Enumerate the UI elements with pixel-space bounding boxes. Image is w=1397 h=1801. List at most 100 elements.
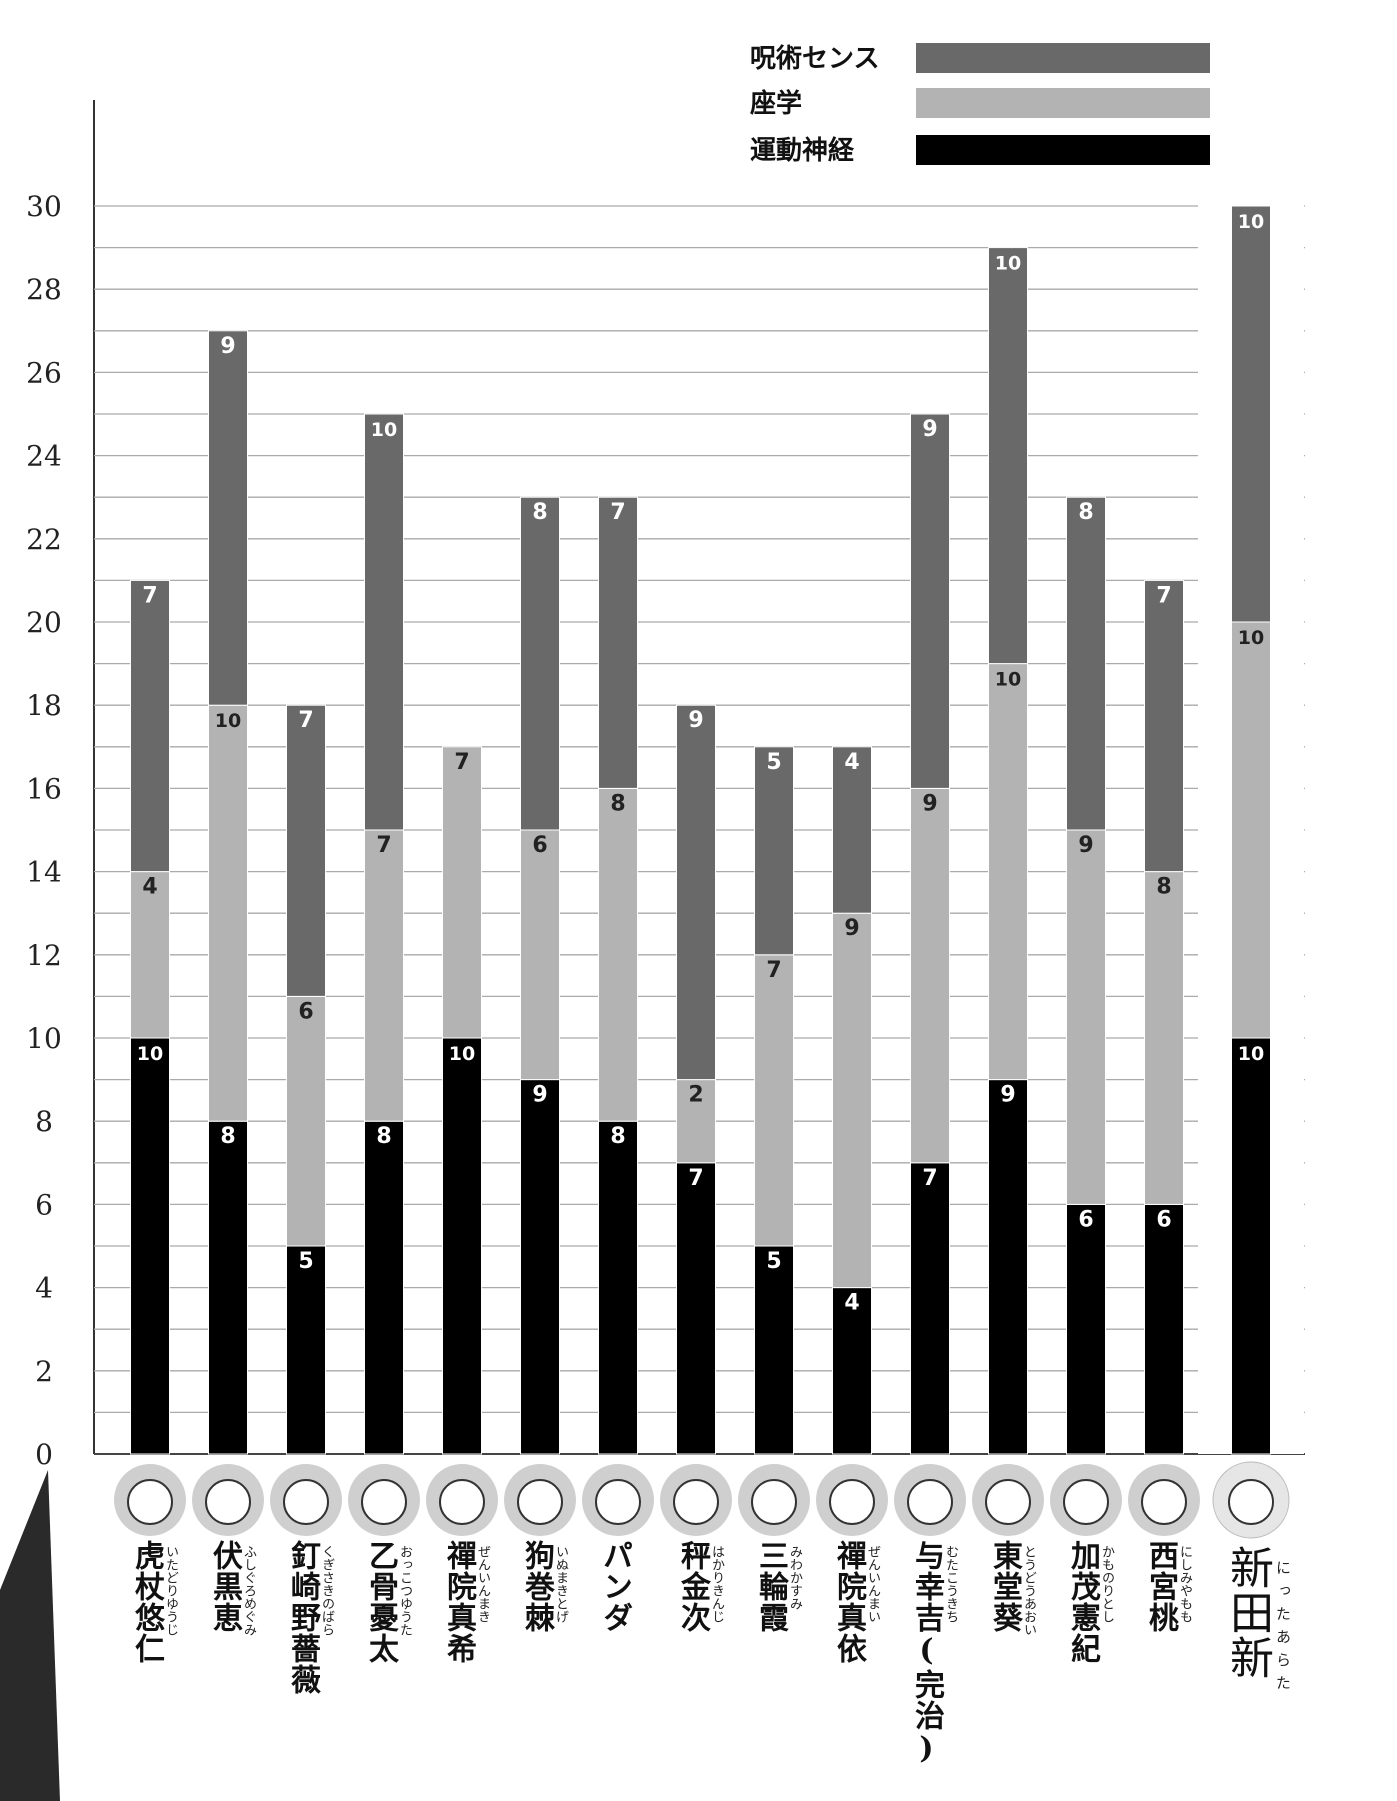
bar-segment [520, 496, 560, 831]
bar-segment [208, 704, 248, 1122]
y-tick-label: 6 [35, 1188, 53, 1221]
legend-label: 呪術センス [750, 44, 879, 74]
bar-segment [130, 1037, 170, 1455]
category-reading: とうどうあおい [1021, 1545, 1036, 1636]
category-reading: にったあらた [1274, 1560, 1292, 1698]
bar-value-label: 7 [688, 1166, 703, 1191]
bar-segment [364, 413, 404, 831]
y-tick-label: 24 [26, 440, 62, 473]
category-reading: いたどりゆうじ [163, 1545, 178, 1636]
bar-value-label: 9 [532, 1083, 547, 1108]
bar-segment [988, 1079, 1028, 1455]
category-reading: いぬまきとげ [553, 1545, 568, 1623]
category-label: 与幸吉(完治) [909, 1540, 944, 1767]
bar-value-label: 10 [137, 1043, 163, 1065]
face-icon [517, 1479, 563, 1525]
bar-segment [1066, 1203, 1106, 1455]
category-label: 秤金次 [675, 1540, 710, 1633]
face-icon [829, 1479, 875, 1525]
bar-segment [442, 1037, 482, 1455]
bar-value-label: 5 [298, 1249, 313, 1274]
bar-segment [598, 1120, 638, 1455]
bar-segment [910, 1162, 950, 1455]
face-icon [127, 1479, 173, 1525]
category-reading: むたこうきち [943, 1545, 958, 1623]
bar-value-label: 10 [215, 710, 241, 732]
category-label: 新田新 [1222, 1545, 1273, 1680]
bar-value-label: 9 [1078, 833, 1093, 858]
bar-value-label: 5 [766, 1249, 781, 1274]
bar-segment [442, 746, 482, 1039]
category-reading: みわかすみ [787, 1545, 802, 1610]
bar-value-label: 6 [1078, 1207, 1093, 1232]
bar-value-label: 7 [454, 750, 469, 775]
bar-segment [598, 496, 638, 789]
bar-segment [832, 1287, 872, 1455]
bar-segment [988, 247, 1028, 665]
bar-segment [208, 1120, 248, 1455]
bar-segment [520, 829, 560, 1081]
bar-segment [1231, 205, 1271, 623]
bar-value-label: 10 [995, 669, 1021, 691]
face-icon [361, 1479, 407, 1525]
y-tick-label: 14 [26, 856, 62, 889]
bar-value-label: 6 [298, 999, 313, 1024]
face-icon [1228, 1479, 1274, 1525]
scan-edge-shadow [0, 1470, 60, 1801]
bar-value-label: 6 [1156, 1207, 1171, 1232]
bar-segment [286, 704, 326, 997]
y-tick-label: 10 [26, 1022, 62, 1055]
bar-segment [208, 330, 248, 706]
bar-segment [988, 663, 1028, 1081]
bar-value-label: 4 [844, 1291, 859, 1316]
category-reading: ふしぐろめぐみ [241, 1545, 256, 1636]
bar-segment [130, 579, 170, 873]
bar-segment [286, 995, 326, 1247]
y-tick-label: 26 [26, 356, 62, 389]
y-tick-label: 18 [26, 689, 62, 722]
bar-value-label: 10 [1238, 1043, 1264, 1065]
category-label: 加茂憲紀 [1065, 1540, 1100, 1664]
category-label: 釘崎野薔薇 [285, 1540, 320, 1695]
bar-value-label: 10 [1238, 211, 1264, 233]
bar-segment [1066, 496, 1106, 831]
face-icon [205, 1479, 251, 1525]
bar-value-label: 9 [922, 791, 937, 816]
bar-segment [520, 1079, 560, 1455]
bar-value-label: 7 [298, 708, 313, 733]
bar-segment [1231, 1037, 1271, 1455]
bar-value-label: 6 [532, 833, 547, 858]
bar-value-label: 8 [610, 1124, 625, 1149]
category-label: 狗巻棘 [519, 1540, 554, 1633]
bar-value-label: 7 [922, 1166, 937, 1191]
bar-segment [1231, 621, 1271, 1039]
bar-value-label: 7 [610, 500, 625, 525]
bar-value-label: 10 [371, 419, 397, 441]
face-icon [1063, 1479, 1109, 1525]
bar-value-label: 9 [688, 708, 703, 733]
bar-value-label: 7 [766, 958, 781, 983]
legend-swatch [916, 43, 1210, 73]
category-reading: おっこつゆうた [397, 1545, 412, 1636]
avatars [114, 1461, 1290, 1539]
category-label: 東堂葵 [987, 1540, 1022, 1633]
bar-segment [910, 413, 950, 789]
face-icon [985, 1479, 1031, 1525]
bar-segment [286, 1245, 326, 1455]
bar-segment [910, 787, 950, 1164]
bar-value-label: 8 [220, 1124, 235, 1149]
bar-segment [754, 1245, 794, 1455]
category-reading: くぎさきのばら [319, 1545, 334, 1636]
y-tick-label: 28 [26, 273, 62, 306]
face-icon [1141, 1479, 1187, 1525]
bar-value-label: 10 [449, 1043, 475, 1065]
category-label: 西宮桃 [1143, 1540, 1178, 1633]
bar-value-label: 2 [688, 1083, 703, 1108]
bar-value-label: 9 [844, 916, 859, 941]
face-icon [595, 1479, 641, 1525]
bar-value-label: 4 [142, 875, 157, 900]
legend-label: 座学 [750, 88, 802, 119]
